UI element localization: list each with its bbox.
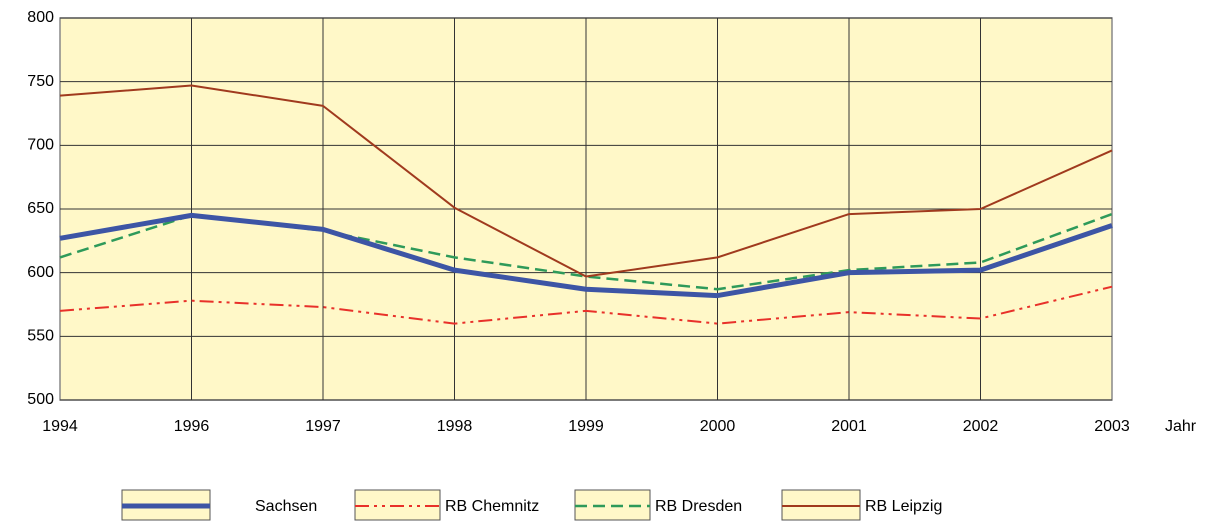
series-line <box>59 212 1113 299</box>
legend-label: RB Chemnitz <box>445 498 539 515</box>
y-tick-label: 650 <box>27 200 54 217</box>
y-tick-label: 750 <box>27 73 54 90</box>
y-tick-label: 800 <box>27 9 54 26</box>
y-tick-label: 500 <box>27 391 54 408</box>
series-line <box>59 285 1113 325</box>
x-tick-label: 2003 <box>1094 418 1130 435</box>
x-tick-label: 1999 <box>568 418 604 435</box>
legend-label: RB Dresden <box>655 498 742 515</box>
y-tick-label: 600 <box>27 264 54 281</box>
x-tick-label: 1997 <box>305 418 341 435</box>
legend-label: Sachsen <box>255 498 317 515</box>
x-tick-label: 2002 <box>963 418 999 435</box>
x-tick-label: 1996 <box>174 418 210 435</box>
x-tick-label: 2000 <box>700 418 736 435</box>
x-axis-label: Jahr <box>1165 418 1197 435</box>
legend-label: RB Leipzig <box>865 498 942 515</box>
x-tick-label: 1994 <box>42 418 78 435</box>
y-tick-label: 700 <box>27 137 54 154</box>
x-tick-label: 1998 <box>437 418 473 435</box>
series-line <box>59 84 1113 278</box>
x-tick-label: 2001 <box>831 418 867 435</box>
y-tick-label: 550 <box>27 328 54 345</box>
